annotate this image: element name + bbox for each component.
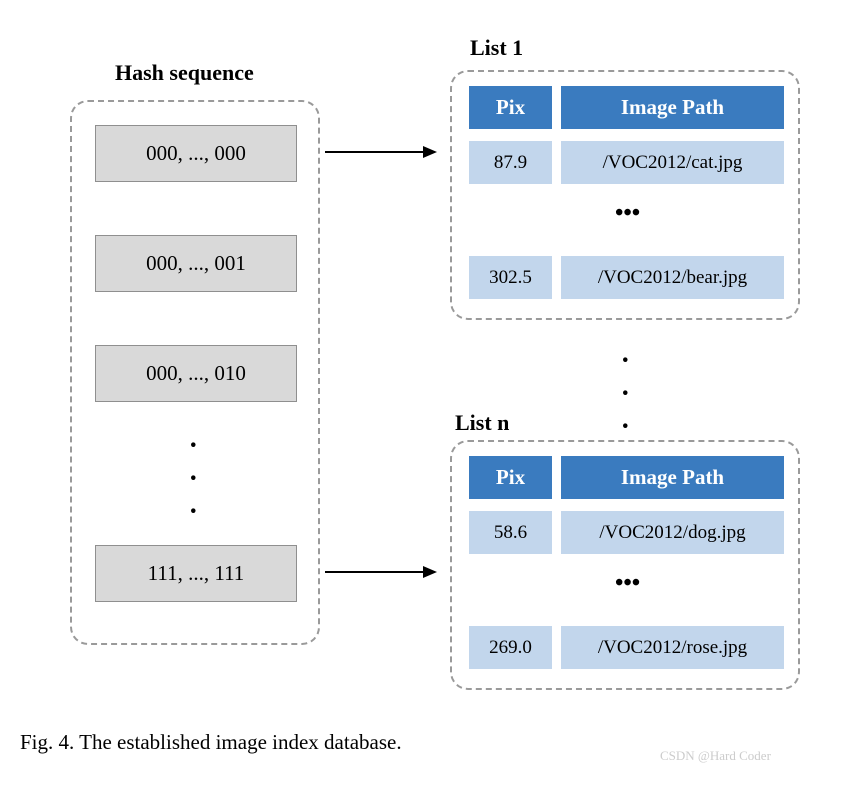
listn-r1-path: /VOC2012/rose.jpg [560,625,785,670]
hash-vdots: ··· [188,430,198,529]
listn-title: List n [455,410,509,436]
list1-r1-pix: 302.5 [468,255,553,300]
listn-r0-path: /VOC2012/dog.jpg [560,510,785,555]
hash-item-1: 000, ..., 001 [95,235,297,292]
list1-r0-path: /VOC2012/cat.jpg [560,140,785,185]
diagram-root: Hash sequence 000, ..., 000 000, ..., 00… [20,20,830,720]
arrow-1-head [423,146,437,158]
listn-dots: ••• [615,570,640,597]
list1-th-path: Image Path [560,85,785,130]
list1-title: List 1 [470,35,523,61]
listn-th-pix: Pix [468,455,553,500]
arrow-2-head [423,566,437,578]
listn-r1-pix: 269.0 [468,625,553,670]
list1-r0-pix: 87.9 [468,140,553,185]
list1-r1-path: /VOC2012/bear.jpg [560,255,785,300]
list1-dots: ••• [615,200,640,227]
between-lists-vdots: ··· [620,345,630,444]
listn-th-path: Image Path [560,455,785,500]
watermark: CSDN @Hard Coder [660,748,771,764]
hash-item-3: 111, ..., 111 [95,545,297,602]
hash-item-2: 000, ..., 010 [95,345,297,402]
arrow-2-line [325,571,425,573]
hash-item-0: 000, ..., 000 [95,125,297,182]
hash-sequence-title: Hash sequence [115,60,254,86]
list1-th-pix: Pix [468,85,553,130]
arrow-1-line [325,151,425,153]
figure-caption: Fig. 4. The established image index data… [20,730,402,755]
listn-r0-pix: 58.6 [468,510,553,555]
